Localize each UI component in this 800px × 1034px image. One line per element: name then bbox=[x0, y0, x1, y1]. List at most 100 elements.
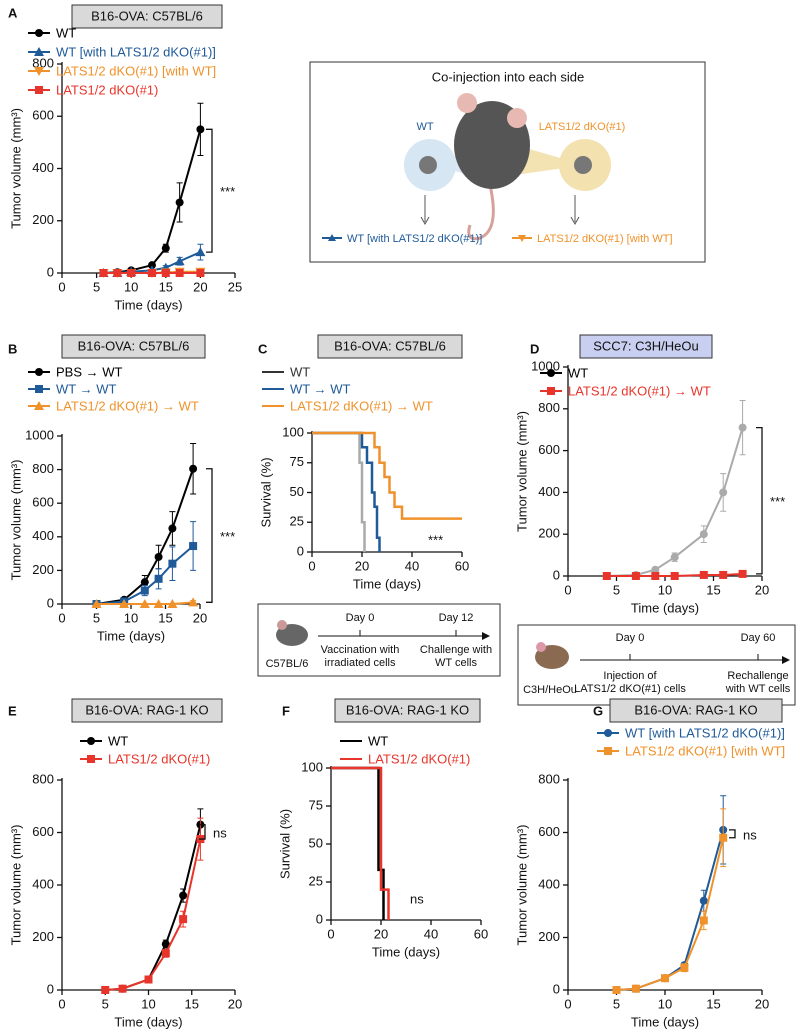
x-tick-label: 20 bbox=[193, 279, 207, 294]
y-tick-label: 600 bbox=[32, 108, 54, 123]
legend-label: LATS1/2 dKO(#1) [with WT] bbox=[625, 743, 785, 758]
legend-marker bbox=[35, 368, 43, 376]
legend-marker bbox=[35, 86, 43, 94]
legend-label: LATS1/2 dKO(#1) bbox=[108, 751, 210, 766]
y-tick-label: 0 bbox=[297, 543, 304, 558]
timeline-line: irradiated cells bbox=[325, 657, 396, 669]
point bbox=[738, 569, 747, 578]
timeline-day: Day 0 bbox=[346, 612, 375, 624]
legend-label: LATS1/2 dKO(#1) → WT bbox=[290, 398, 433, 413]
y-tick-label: 800 bbox=[32, 55, 54, 70]
title-box bbox=[317, 334, 463, 359]
point bbox=[140, 586, 149, 595]
title-box bbox=[71, 698, 223, 723]
series-line bbox=[96, 468, 195, 605]
mouse-ear bbox=[277, 620, 287, 630]
diagram-title: Co-injection into each side bbox=[432, 69, 584, 84]
significance: *** bbox=[770, 494, 785, 509]
timeline-line: Rechallenge bbox=[727, 670, 788, 682]
x-tick-label: 15 bbox=[185, 996, 199, 1011]
x-tick-label: 5 bbox=[102, 996, 109, 1011]
coinjection-diagram: Co-injection into each side WT LATS1/2 d… bbox=[309, 61, 706, 263]
survival-curve bbox=[312, 431, 381, 552]
x-axis-label: Time (days) bbox=[97, 628, 165, 643]
y-tick-label: 400 bbox=[32, 160, 54, 175]
point bbox=[174, 256, 185, 266]
point bbox=[195, 247, 206, 257]
y-tick-label: 1000 bbox=[25, 427, 54, 442]
arrow-head bbox=[570, 216, 580, 226]
x-tick-label: 10 bbox=[141, 996, 155, 1011]
x-tick-label: 15 bbox=[159, 279, 173, 294]
y-tick-label: 0 bbox=[553, 567, 560, 582]
timeline-step: Vaccination with irradiated cells bbox=[321, 644, 400, 669]
point bbox=[661, 974, 669, 983]
y-tick-label: 800 bbox=[538, 400, 560, 415]
panel-label: A bbox=[8, 5, 18, 20]
point bbox=[179, 915, 188, 924]
bracket bbox=[199, 823, 206, 840]
y-tick-label: 100 bbox=[282, 424, 304, 439]
y-tick-label: 200 bbox=[32, 929, 54, 944]
legend-label: LATS1/2 dKO(#1) → WT bbox=[56, 398, 199, 413]
timeline-host: C3H/HeOu bbox=[523, 684, 577, 696]
point bbox=[699, 530, 708, 539]
point bbox=[119, 599, 130, 608]
y-tick-label: 400 bbox=[538, 876, 560, 891]
chart-title: B16-OVA: C57BL/6 bbox=[78, 338, 190, 353]
y-tick-label: 25 bbox=[290, 514, 304, 529]
x-tick-label: 5 bbox=[613, 582, 620, 597]
y-tick-label: 0 bbox=[316, 911, 323, 926]
survival-curve bbox=[312, 431, 366, 552]
timeline-day: Day 0 bbox=[616, 632, 645, 644]
x-tick-label: 20 bbox=[193, 610, 207, 625]
y-tick-label: 0 bbox=[47, 981, 54, 996]
x-tick-label: 60 bbox=[474, 926, 488, 941]
y-axis-label: Tumor volume (mm³) bbox=[8, 108, 23, 229]
x-tick-label: 10 bbox=[124, 279, 138, 294]
panel-label: F bbox=[282, 703, 290, 718]
y-axis-label: Survival (%) bbox=[277, 809, 292, 879]
survival-curve bbox=[331, 766, 390, 920]
point bbox=[168, 524, 177, 533]
legend-label: WT bbox=[56, 25, 76, 40]
x-axis-label: Time (days) bbox=[631, 600, 699, 615]
point bbox=[168, 559, 177, 568]
timeline-step: Injection of LATS1/2 dKO(#1) cells bbox=[574, 670, 686, 695]
legend-marker bbox=[518, 235, 526, 242]
x-tick-label: 40 bbox=[405, 558, 419, 573]
y-tick-label: 50 bbox=[309, 835, 323, 850]
y-axis-label: Tumor volume (mm³) bbox=[8, 825, 23, 946]
timeline-line: WT cells bbox=[435, 657, 477, 669]
point bbox=[161, 244, 170, 253]
title-box bbox=[71, 4, 223, 29]
point bbox=[161, 269, 170, 277]
significance: *** bbox=[220, 184, 235, 199]
legend-label: WT → WT bbox=[290, 381, 350, 396]
point bbox=[101, 986, 110, 994]
survival-curve bbox=[312, 431, 462, 520]
legend-marker bbox=[35, 385, 43, 393]
chart-title: B16-OVA: RAG-1 KO bbox=[634, 702, 757, 717]
legend-label: LATS1/2 dKO(#1) bbox=[368, 751, 470, 766]
y-tick-label: 0 bbox=[47, 264, 54, 279]
x-tick-label: 0 bbox=[308, 558, 315, 573]
x-axis-label: Time (days) bbox=[631, 1014, 699, 1029]
point bbox=[670, 553, 679, 562]
mouse-ear bbox=[507, 108, 527, 128]
title-box bbox=[334, 698, 481, 723]
y-tick-label: 200 bbox=[32, 212, 54, 227]
timeline-line: with WT cells bbox=[725, 683, 791, 695]
arrow-head bbox=[782, 656, 790, 664]
point bbox=[144, 975, 153, 984]
significance: ns bbox=[213, 825, 227, 840]
y-axis-label: Survival (%) bbox=[258, 457, 273, 527]
diagram-legend-label: WT [with LATS1/2 dKO(#1)] bbox=[347, 233, 482, 245]
point bbox=[196, 125, 205, 134]
x-tick-label: 5 bbox=[93, 610, 100, 625]
point bbox=[699, 570, 708, 579]
tumor bbox=[574, 156, 592, 174]
point bbox=[161, 940, 170, 949]
arrow-head bbox=[482, 632, 490, 640]
point bbox=[161, 949, 170, 958]
